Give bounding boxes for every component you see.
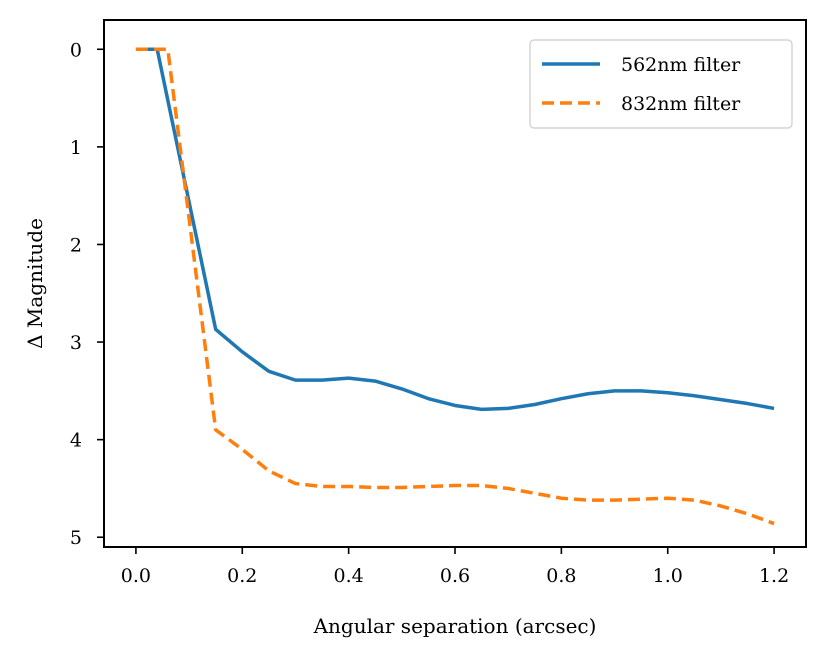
x-axis-title: Angular separation (arcsec) [313,614,597,638]
x-tick-label: 0.4 [334,565,364,587]
series-line-832nm-filter [135,47,775,526]
x-tick-label: 1.2 [759,565,789,587]
y-tick-label: 2 [70,234,82,256]
legend-label-832nm: 832nm filter [621,93,741,115]
y-tick-label: 3 [70,332,82,354]
y-tick-label: 4 [70,430,82,452]
x-tick-label: 1.0 [653,565,683,587]
x-tick-label: 0.0 [121,565,151,587]
y-axis-title: Δ Magnitude [23,218,47,349]
x-tick-label: 0.6 [440,565,470,587]
y-tick-label: 1 [70,137,82,159]
y-axis-ticks: 0 1 2 3 4 5 [70,39,104,549]
plot-layer [135,47,775,526]
y-tick-label: 5 [70,527,82,549]
legend-label-562nm: 562nm filter [621,54,741,76]
series-line-562nm-filter [135,47,775,412]
x-tick-label: 0.8 [546,565,576,587]
x-axis-ticks: 0.0 0.2 0.4 0.6 0.8 1.0 1.2 [121,547,789,587]
x-tick-label: 0.2 [227,565,257,587]
legend-box [529,39,793,129]
legend: 562nm filter 832nm filter [529,39,793,129]
y-tick-label: 0 [70,39,82,61]
